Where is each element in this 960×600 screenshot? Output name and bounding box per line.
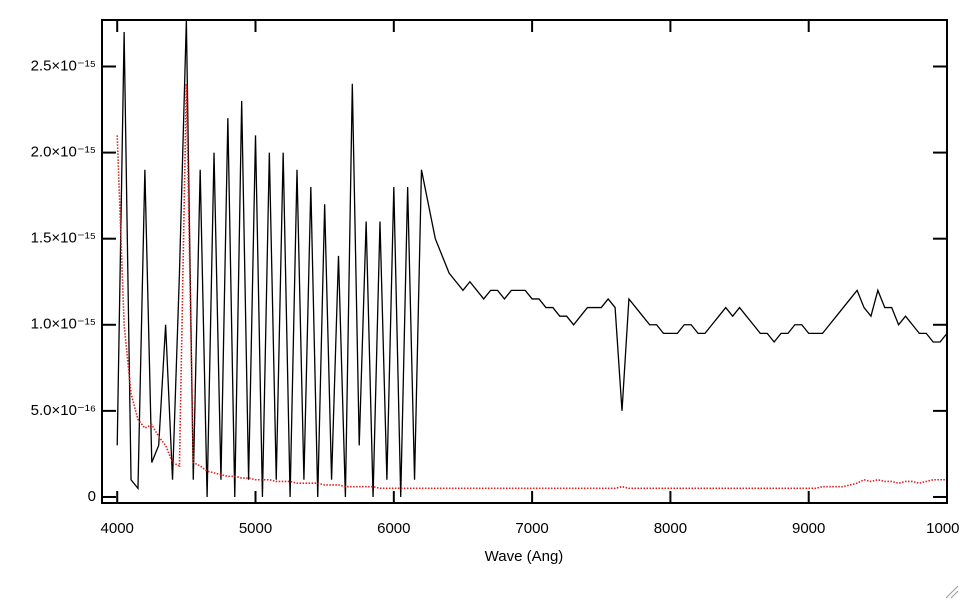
x-tick-label: 9000 — [792, 520, 825, 537]
x-tick-label: 5000 — [239, 520, 272, 537]
x-tick-label: 8000 — [654, 520, 687, 537]
x-tick-label: 6000 — [377, 520, 410, 537]
y-tick-label: 5.0×10⁻¹⁶ — [31, 402, 96, 419]
y-tick-label: 1.5×10⁻¹⁵ — [31, 230, 96, 247]
plot-area — [116, 20, 947, 497]
y-tick-label: 0 — [88, 488, 96, 505]
y-tick-label: 1.0×10⁻¹⁵ — [31, 316, 96, 333]
spectrum-line — [116, 83, 947, 490]
x-axis-label: Wave (Ang) — [485, 548, 564, 565]
resize-grip — [945, 585, 959, 599]
spectrum-line — [116, 20, 947, 497]
plot-frame — [101, 19, 948, 504]
y-tick-label: 2.0×10⁻¹⁵ — [31, 144, 96, 161]
x-tick-label: 4000 — [101, 520, 134, 537]
y-tick-label: 2.5×10⁻¹⁵ — [31, 57, 96, 74]
x-tick-label: 7000 — [515, 520, 548, 537]
